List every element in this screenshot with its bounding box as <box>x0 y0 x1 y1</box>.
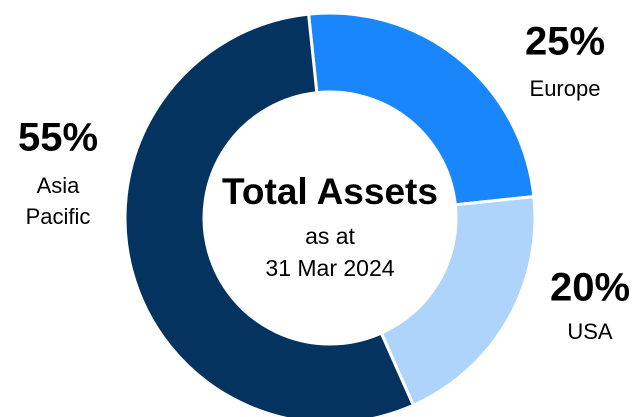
slice <box>123 12 416 417</box>
value-label: 25% <box>525 20 605 64</box>
value-label: 20% <box>550 266 630 310</box>
chart-title: Total Assets <box>222 171 438 212</box>
category-label: USA <box>567 319 613 344</box>
slice <box>306 11 536 207</box>
subtitle: 31 Mar 2024 <box>265 255 394 281</box>
slice <box>379 194 537 408</box>
category-label: Asia Pacific <box>26 173 91 229</box>
slices <box>123 11 537 417</box>
category-label: Europe <box>530 76 601 101</box>
subtitle: as at <box>305 223 355 249</box>
value-label: 55% <box>18 116 98 160</box>
